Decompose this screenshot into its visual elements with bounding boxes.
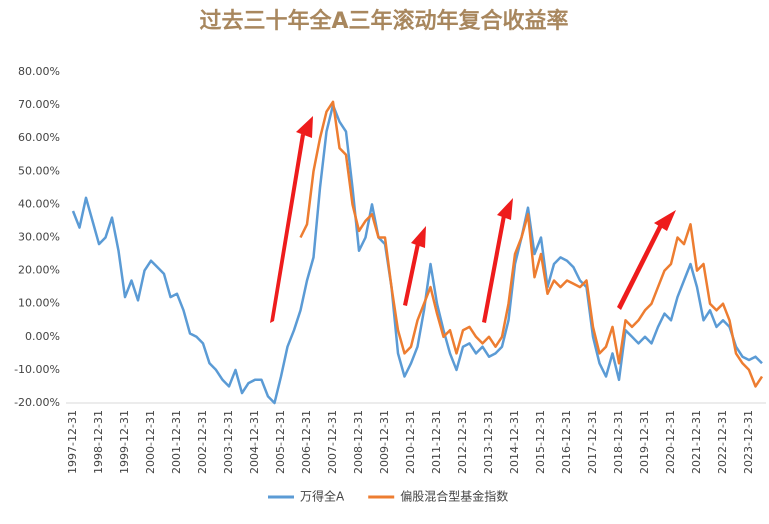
legend-label: 万得全A: [300, 489, 345, 504]
series-line: [299, 100, 764, 388]
x-tick-label: 2009-12-31: [378, 410, 391, 474]
arrow-shaft: [617, 222, 664, 310]
arrow-head: [654, 210, 676, 231]
x-tick-label: 2019-12-31: [638, 410, 651, 474]
y-tick-label: 20.00%: [18, 264, 60, 277]
y-tick-label: 80.00%: [18, 65, 60, 78]
series-line: [71, 103, 763, 405]
y-tick-label: -20.00%: [14, 396, 60, 409]
x-tick-label: 2022-12-31: [716, 410, 729, 474]
y-tick-label: 0.00%: [25, 330, 60, 343]
x-tick-label: 2005-12-31: [274, 410, 287, 474]
x-tick-label: 2004-12-31: [248, 410, 261, 474]
x-tick-label: 1997-12-31: [66, 410, 79, 474]
x-tick-label: 2020-12-31: [664, 410, 677, 474]
x-tick-label: 2013-12-31: [482, 410, 495, 474]
x-tick-label: 2012-12-31: [456, 410, 469, 474]
arrow-head: [296, 116, 313, 138]
arrow-shaft: [403, 243, 420, 306]
legend-label: 偏股混合型基金指数: [400, 489, 508, 504]
x-tick-label: 2017-12-31: [586, 410, 599, 474]
arrow-head: [497, 198, 513, 220]
chart-title: 过去三十年全A三年滚动年复合收益率: [199, 8, 568, 34]
arrow-shaft: [482, 215, 506, 323]
y-tick-label: 70.00%: [18, 98, 60, 111]
y-tick-label: 10.00%: [18, 297, 60, 310]
y-tick-label: 50.00%: [18, 164, 60, 177]
y-tick-label: 40.00%: [18, 197, 60, 210]
y-tick-label: -10.00%: [14, 363, 60, 376]
x-tick-label: 2018-12-31: [612, 410, 625, 474]
x-tick-label: 2003-12-31: [222, 410, 235, 474]
x-tick-label: 2006-12-31: [300, 410, 313, 474]
x-tick-label: 1999-12-31: [118, 410, 131, 474]
x-tick-label: 2014-12-31: [508, 410, 521, 474]
x-tick-label: 2007-12-31: [326, 410, 339, 474]
x-tick-label: 2010-12-31: [404, 410, 417, 474]
x-tick-label: 2023-12-31: [742, 410, 755, 474]
x-tick-label: 2016-12-31: [560, 410, 573, 474]
x-tick-label: 2021-12-31: [690, 410, 703, 474]
y-tick-label: 30.00%: [18, 231, 60, 244]
x-tick-label: 2008-12-31: [352, 410, 365, 474]
arrow-head: [411, 226, 426, 248]
x-tick-label: 2002-12-31: [196, 410, 209, 474]
x-tick-label: 2015-12-31: [534, 410, 547, 474]
x-tick-label: 2001-12-31: [170, 410, 183, 474]
arrows: [270, 116, 676, 323]
y-tick-label: 60.00%: [18, 131, 60, 144]
arrow-shaft: [270, 134, 305, 323]
x-tick-label: 2000-12-31: [144, 410, 157, 474]
x-tick-label: 1998-12-31: [92, 410, 105, 474]
x-tick-label: 2011-12-31: [430, 410, 443, 474]
